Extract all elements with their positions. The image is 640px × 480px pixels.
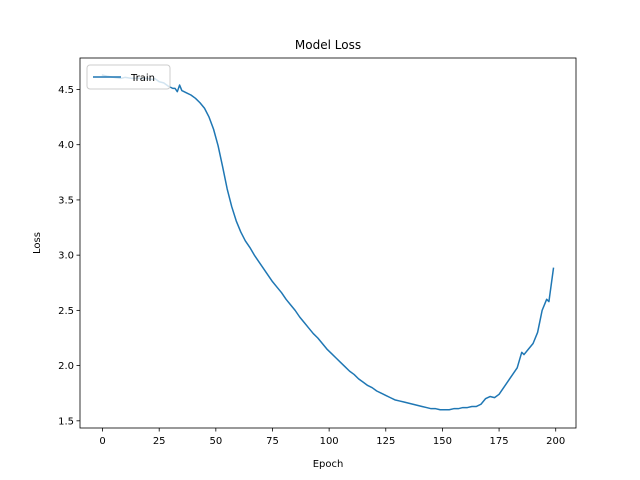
y-axis-ticks: 1.5 2.0 2.5 3.0 3.5 4.0 4.5 — [58, 85, 80, 427]
chart-title: Model Loss — [295, 38, 361, 52]
x-tick-label: 100 — [320, 436, 339, 447]
x-axis-ticks: 0 25 50 75 100 125 150 175 200 — [99, 428, 565, 447]
y-tick-label: 4.0 — [58, 140, 74, 151]
plot-frame — [79, 57, 577, 429]
x-tick-label: 25 — [153, 436, 166, 447]
legend-label: Train — [130, 73, 155, 84]
y-tick-label: 3.5 — [58, 195, 74, 206]
x-tick-label: 175 — [490, 436, 509, 447]
y-axis-label: Loss — [32, 232, 43, 254]
series-line-0 — [101, 74, 555, 411]
x-tick-label: 0 — [99, 436, 105, 447]
x-tick-label: 200 — [546, 436, 565, 447]
plot-area — [80, 58, 576, 428]
y-tick-label: 4.5 — [58, 85, 74, 96]
y-tick-label: 1.5 — [58, 416, 74, 427]
legend: Train — [86, 64, 171, 90]
x-tick-label: 50 — [209, 436, 222, 447]
x-tick-label: 150 — [433, 436, 452, 447]
y-tick-label: 2.5 — [58, 306, 74, 317]
x-tick-label: 125 — [376, 436, 395, 447]
legend-box — [86, 64, 171, 90]
y-tick-label: 2.0 — [58, 361, 74, 372]
x-tick-label: 75 — [266, 436, 279, 447]
series-layer — [101, 74, 555, 411]
y-tick-label: 3.0 — [58, 251, 74, 262]
x-axis-label: Epoch — [313, 459, 344, 470]
